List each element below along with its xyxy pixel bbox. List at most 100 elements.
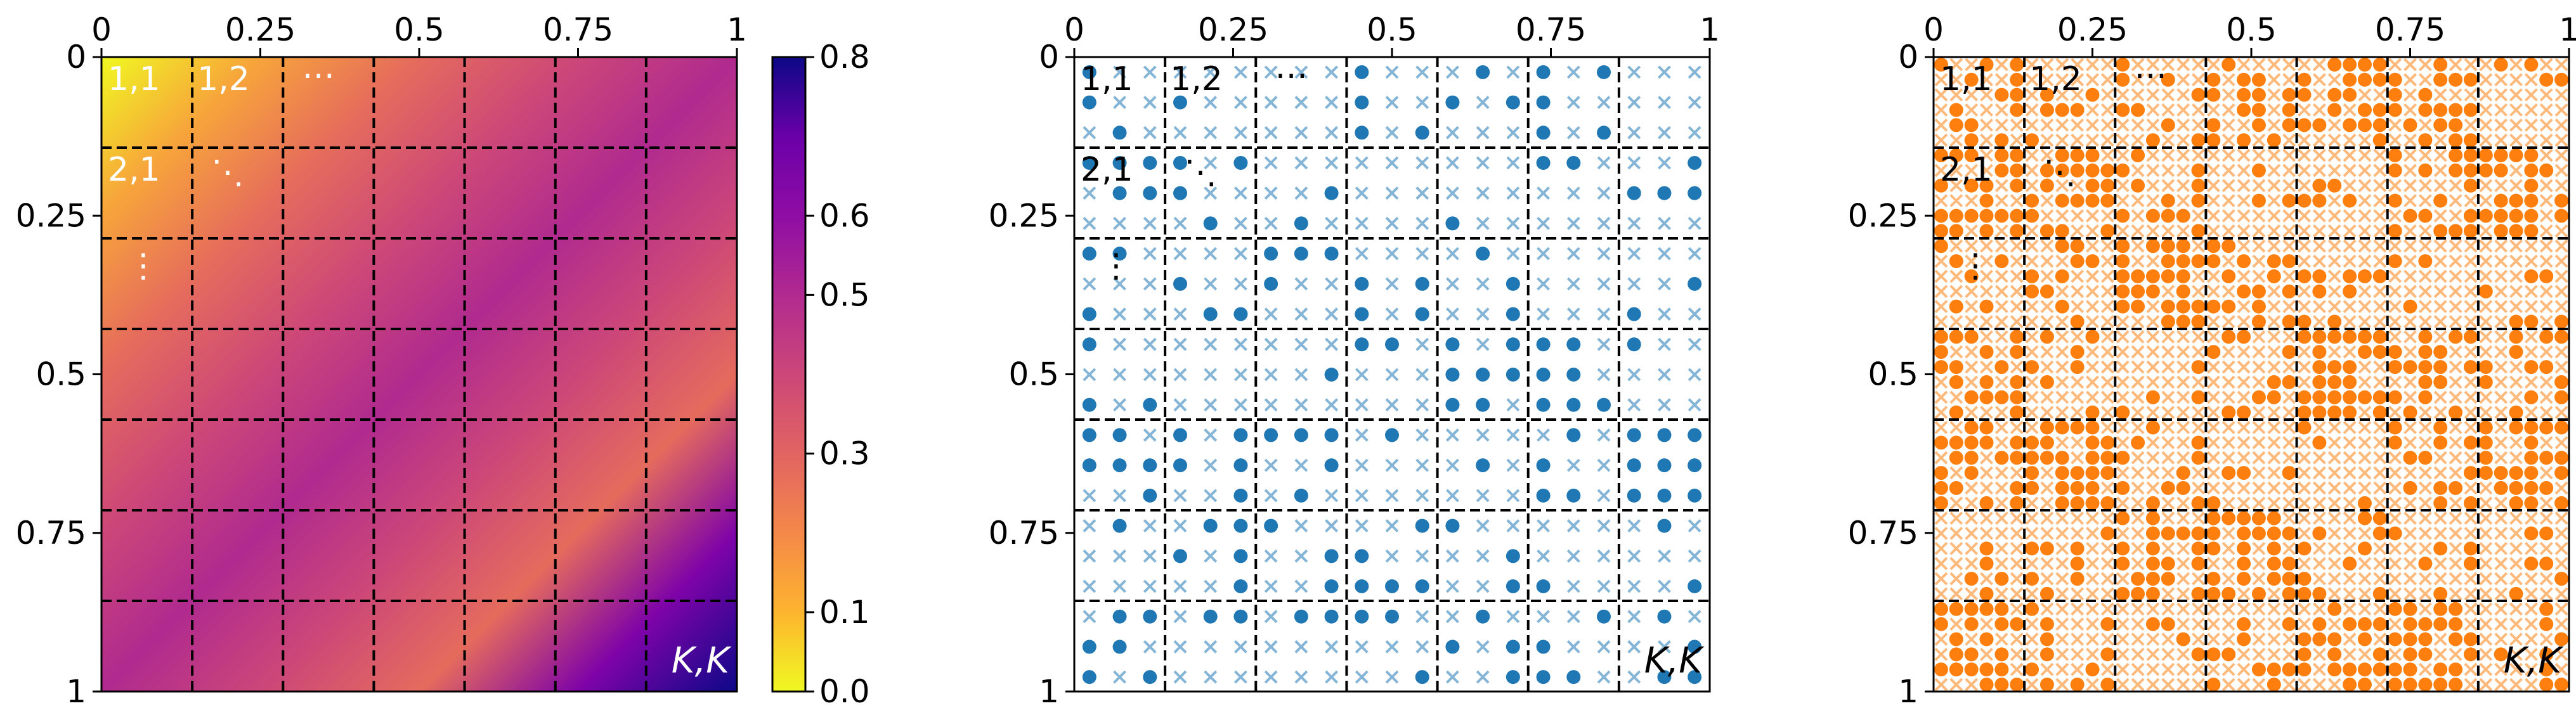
edge-point — [2327, 57, 2342, 72]
no-edge-point — [2418, 466, 2432, 480]
x-tick-label: 0 — [1923, 11, 1944, 48]
edge-point — [2433, 541, 2448, 556]
no-edge-point — [1113, 217, 1126, 230]
edge-point — [2463, 541, 2478, 556]
no-edge-point — [1934, 73, 1948, 87]
no-edge-point — [1234, 96, 1247, 109]
edge-point — [2312, 586, 2327, 601]
edge-point — [2025, 541, 2039, 556]
edge-point — [2372, 586, 2387, 601]
no-edge-point — [2373, 678, 2387, 692]
edge-point — [1964, 269, 1979, 283]
no-edge-point — [2312, 466, 2326, 480]
edge-point — [2554, 314, 2569, 329]
no-edge-point — [1415, 640, 1429, 653]
edge-point — [2372, 511, 2387, 525]
edge-point — [2312, 617, 2327, 631]
edge-point — [2357, 118, 2372, 132]
no-edge-point — [2494, 360, 2508, 374]
no-edge-point — [2100, 285, 2114, 299]
no-edge-point — [2358, 481, 2372, 495]
no-edge-point — [1994, 118, 2008, 132]
no-edge-point — [2025, 587, 2039, 601]
edge-point — [1536, 156, 1551, 170]
no-edge-point — [2267, 194, 2281, 208]
no-edge-point — [2479, 269, 2493, 283]
no-edge-point — [1980, 285, 1993, 299]
edge-point — [1536, 488, 1551, 503]
no-edge-point — [2509, 88, 2523, 102]
edge-point — [2025, 193, 2039, 208]
edge-point — [2403, 118, 2417, 132]
edge-point — [2539, 72, 2554, 87]
edge-point — [2161, 72, 2175, 87]
no-edge-point — [2418, 541, 2432, 555]
edge-point — [2494, 148, 2508, 163]
edge-point — [2372, 103, 2387, 117]
no-edge-point — [2025, 647, 2039, 661]
no-edge-point — [1994, 587, 2008, 601]
no-edge-point — [1566, 307, 1580, 321]
edge-point — [2116, 451, 2130, 465]
no-edge-point — [2298, 435, 2311, 449]
no-edge-point — [1934, 557, 1948, 570]
no-edge-point — [2206, 58, 2220, 72]
no-edge-point — [1143, 337, 1157, 351]
edge-point — [2206, 678, 2221, 692]
scatter-points — [1934, 57, 2569, 692]
edge-point — [1934, 148, 1948, 163]
no-edge-point — [2055, 118, 2069, 132]
no-edge-point — [2418, 239, 2432, 253]
no-edge-point — [1173, 489, 1187, 503]
edge-point — [2191, 360, 2206, 375]
no-edge-point — [1204, 368, 1218, 382]
no-edge-point — [2267, 617, 2281, 631]
no-edge-point — [2464, 421, 2478, 434]
no-edge-point — [2494, 496, 2508, 510]
no-edge-point — [2464, 481, 2478, 495]
no-edge-point — [1980, 406, 1993, 420]
edge-point — [1994, 451, 2009, 465]
no-edge-point — [2100, 406, 2114, 420]
edge-point — [2418, 647, 2433, 662]
no-edge-point — [2358, 254, 2372, 268]
no-edge-point — [2509, 103, 2523, 117]
no-edge-point — [2221, 285, 2235, 299]
no-edge-point — [1980, 164, 1993, 177]
no-edge-point — [2025, 315, 2039, 328]
edge-point — [1979, 224, 1994, 238]
edge-point — [1415, 126, 1429, 140]
no-edge-point — [2086, 678, 2099, 692]
no-edge-point — [2327, 496, 2341, 510]
edge-point — [2343, 72, 2357, 87]
no-edge-point — [1506, 247, 1520, 261]
edge-point — [2085, 193, 2100, 208]
no-edge-point — [1537, 307, 1550, 321]
no-edge-point — [2116, 133, 2130, 147]
no-edge-point — [1294, 65, 1308, 79]
edge-point — [2509, 420, 2523, 435]
no-edge-point — [1949, 239, 1963, 253]
no-edge-point — [1994, 466, 2008, 480]
no-edge-point — [2055, 617, 2069, 631]
no-edge-point — [2312, 73, 2326, 87]
no-edge-point — [1597, 307, 1611, 321]
edge-point — [2206, 133, 2221, 148]
no-edge-point — [1934, 390, 1948, 404]
no-edge-point — [2010, 421, 2024, 434]
no-edge-point — [1385, 126, 1399, 139]
no-edge-point — [1980, 330, 1993, 344]
no-edge-point — [2524, 662, 2538, 676]
edge-point — [2327, 330, 2342, 344]
no-edge-point — [1965, 633, 1979, 646]
no-edge-point — [2221, 103, 2235, 117]
no-edge-point — [2358, 375, 2372, 389]
edge-point — [1173, 549, 1187, 563]
no-edge-point — [1325, 398, 1338, 412]
edge-point — [1324, 247, 1339, 261]
edge-point — [1324, 609, 1339, 624]
edge-point — [1082, 95, 1096, 110]
no-edge-point — [2312, 300, 2326, 314]
edge-point — [1597, 126, 1611, 140]
no-edge-point — [2494, 602, 2508, 616]
